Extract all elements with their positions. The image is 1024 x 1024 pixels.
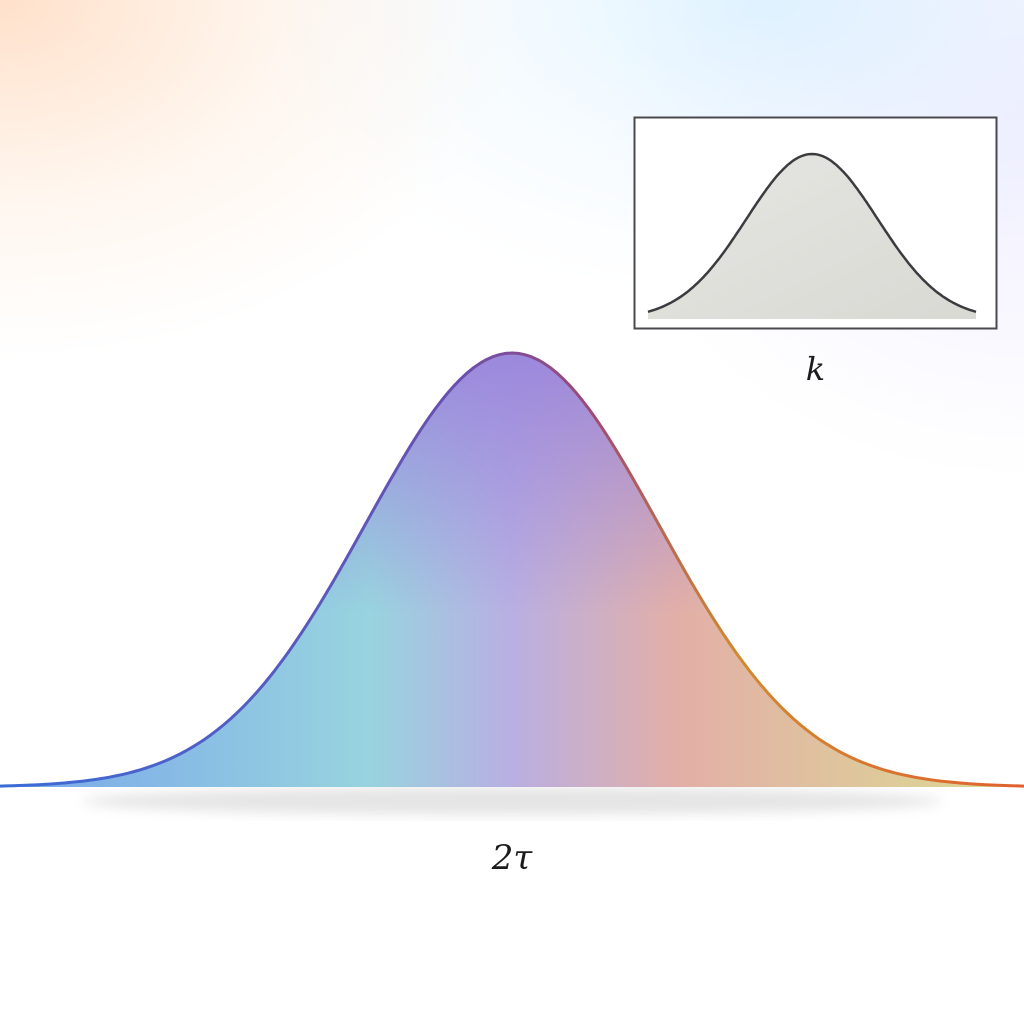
main-plot-area [0,351,1024,815]
main-curve-line [0,351,1024,788]
inset-x-axis-label: k [805,350,826,388]
main-curve-area-tint [0,353,1024,787]
inset-curve-area [648,154,976,319]
inset-curve-line [647,152,977,313]
main-curve-shadow [82,787,942,815]
inset-plot-area [647,152,977,319]
main-x-axis-label: 2τ [491,838,533,878]
